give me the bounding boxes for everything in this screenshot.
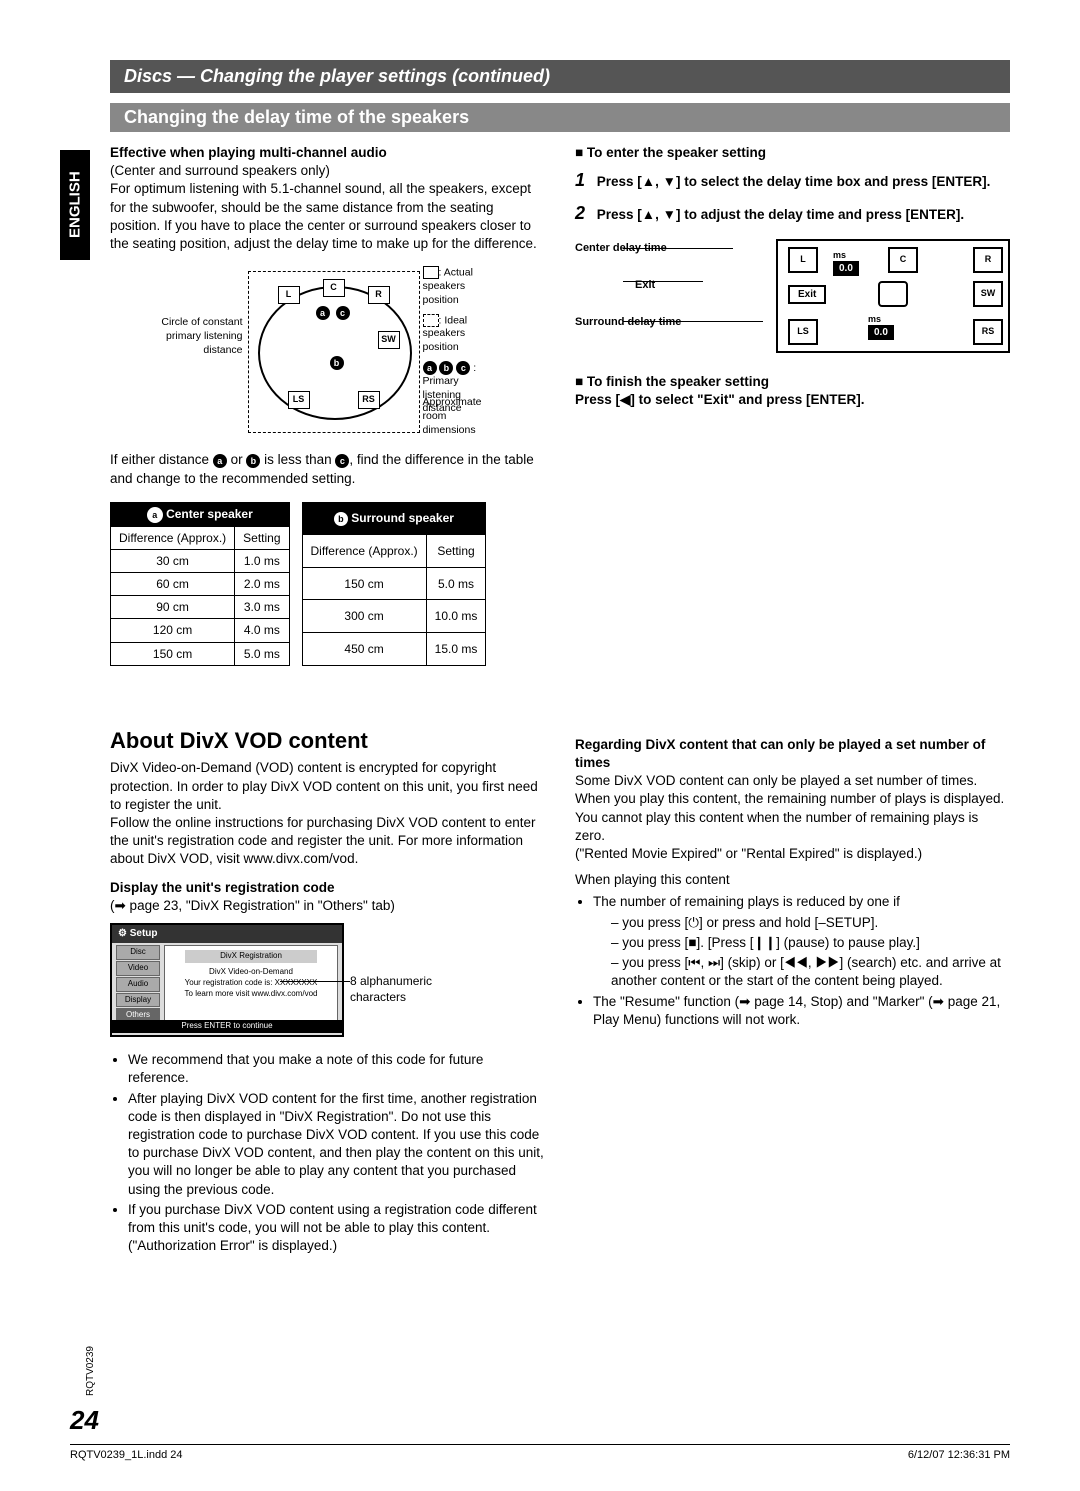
- page-number: 24: [70, 1405, 99, 1436]
- speaker-sw-icon: SW: [378, 331, 400, 349]
- finish-setting-heading: ■ To finish the speaker setting: [575, 373, 1010, 391]
- alphanumeric-note: 8 alphanumeric characters: [350, 973, 440, 1005]
- circle-label: Circle of constant primary listening dis…: [158, 316, 243, 357]
- divx-set-number-heading: Regarding DivX content that can only be …: [575, 736, 1010, 772]
- when-playing-label: When playing this content: [575, 871, 1010, 889]
- step-2-text: Press [▲, ▼] to adjust the delay time an…: [597, 207, 964, 222]
- divx-right-b2: The "Resume" function (➡ page 14, Stop) …: [593, 993, 1010, 1029]
- divx-bullet-3: If you purchase DivX VOD content using a…: [128, 1201, 545, 1256]
- speaker-l-icon: L: [278, 286, 300, 304]
- effective-sub: (Center and surround speakers only): [110, 162, 545, 180]
- approx-room-label: Approximate room dimensions: [423, 396, 498, 437]
- finish-setting-text: Press [◀] to select "Exit" and press [EN…: [575, 391, 1010, 409]
- divx-right-b1: The number of remaining plays is reduced…: [593, 893, 1010, 990]
- divx-bullet-1: We recommend that you make a note of thi…: [128, 1051, 545, 1087]
- right-column: ■ To enter the speaker setting 1 Press […: [575, 144, 1010, 666]
- surround-speaker-table: b Surround speaker Difference (Approx.)S…: [302, 502, 487, 666]
- side-doc-code: RQTV0239: [85, 1346, 96, 1396]
- divx-right-d2: you press [■]. [Press [❙❙] (pause) to pa…: [611, 934, 1010, 952]
- display-code-ref: (➡ page 23, "DivX Registration" in "Othe…: [110, 897, 545, 915]
- if-distance-text: If either distance a or b is less than c…: [110, 451, 545, 487]
- speaker-r-icon: R: [368, 286, 390, 304]
- intro-paragraph: For optimum listening with 5.1-channel s…: [110, 180, 545, 253]
- effective-heading: Effective when playing multi-channel aud…: [110, 144, 545, 162]
- footer-left: RQTV0239_1L.indd 24: [70, 1449, 183, 1461]
- language-tab: ENGLISH: [60, 150, 90, 260]
- speaker-layout-diagram: L C R SW LS RS a c b Circle of constant …: [158, 261, 498, 441]
- speaker-c-icon: C: [323, 279, 345, 297]
- footer-right: 6/12/07 12:36:31 PM: [908, 1449, 1010, 1461]
- divx-right-p1: Some DivX VOD content can only be played…: [575, 772, 1010, 845]
- divx-p2: Follow the online instructions for purch…: [110, 814, 545, 869]
- divx-bullet-2: After playing DivX VOD content for the f…: [128, 1090, 545, 1199]
- center-speaker-table: a Center speaker Difference (Approx.)Set…: [110, 502, 290, 666]
- section-title: Discs — Changing the player settings (co…: [110, 60, 1010, 93]
- divx-right-d1: you press [⏻] or press and hold [–SETUP]…: [611, 914, 1010, 932]
- sub-section-title: Changing the delay time of the speakers: [110, 103, 1010, 132]
- surround-delay-label: Surround delay time: [575, 315, 681, 330]
- speaker-rs-icon: RS: [358, 391, 380, 409]
- divx-right-d3: you press [⏮, ⏭] (skip) or [◀◀, ▶▶] (sea…: [611, 954, 1010, 990]
- left-column: Effective when playing multi-channel aud…: [110, 144, 545, 666]
- divx-right-column: Regarding DivX content that can only be …: [575, 696, 1010, 1260]
- divx-heading: About DivX VOD content: [110, 726, 545, 756]
- enter-setting-heading: ■ To enter the speaker setting: [575, 144, 1010, 162]
- divx-left-column: About DivX VOD content DivX Video-on-Dem…: [110, 696, 545, 1260]
- speaker-ls-icon: LS: [288, 391, 310, 409]
- step-1-text: Press [▲, ▼] to select the delay time bo…: [597, 174, 991, 189]
- display-code-heading: Display the unit's registration code: [110, 879, 545, 897]
- registration-diagram: ⚙ Setup Disc Video Audio Display Others …: [110, 923, 410, 1043]
- divx-right-p2: ("Rented Movie Expired" or "Rental Expir…: [575, 845, 1010, 863]
- divx-p1: DivX Video-on-Demand (VOD) content is en…: [110, 759, 545, 814]
